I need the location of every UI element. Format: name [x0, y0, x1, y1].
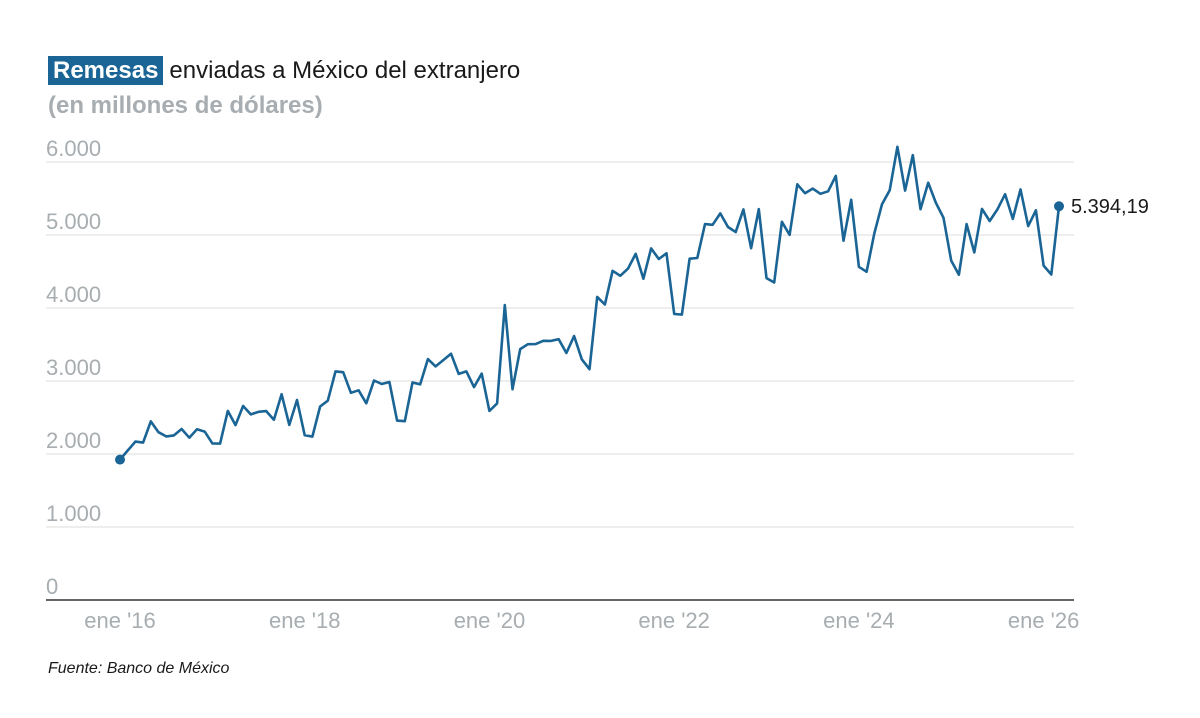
y-tick-label: 5.000: [46, 209, 101, 234]
end-point: [1054, 201, 1064, 212]
x-tick-label: ene '26: [1008, 608, 1080, 633]
x-tick-label: ene '22: [638, 608, 710, 633]
title-rest: enviadas a México del extranjero: [169, 57, 521, 84]
source-note: Fuente: Banco de México: [48, 660, 230, 677]
start-point: [115, 454, 125, 465]
gridlines: [46, 161, 1074, 528]
series-line: [119, 145, 1061, 461]
y-tick-label: 3.000: [46, 355, 101, 380]
x-tick-label: ene '20: [454, 608, 526, 633]
y-tick-label: 4.000: [46, 282, 101, 307]
chart-subtitle: (en millones de dólares): [48, 92, 323, 119]
x-tick-label: ene '16: [84, 608, 156, 633]
x-tick-label: ene '18: [269, 608, 341, 633]
y-tick-label: 2.000: [46, 428, 101, 453]
title-highlight: Remesas: [48, 56, 164, 85]
y-axis-ticks: 0 1.000 2.000 3.000 4.000 5.000 6.000: [46, 136, 101, 599]
x-axis-ticks: ene '16 ene '18 ene '20 ene '22 ene '24 ene '…: [84, 608, 1079, 633]
end-value-label: 5.394,19: [1071, 196, 1149, 218]
y-tick-label: 0: [46, 574, 58, 599]
x-tick-label: ene '24: [823, 608, 895, 633]
y-tick-label: 1.000: [46, 501, 101, 526]
y-tick-label: 6.000: [46, 136, 101, 161]
chart-title: Remesas enviadas a México del extranjero: [48, 56, 521, 85]
